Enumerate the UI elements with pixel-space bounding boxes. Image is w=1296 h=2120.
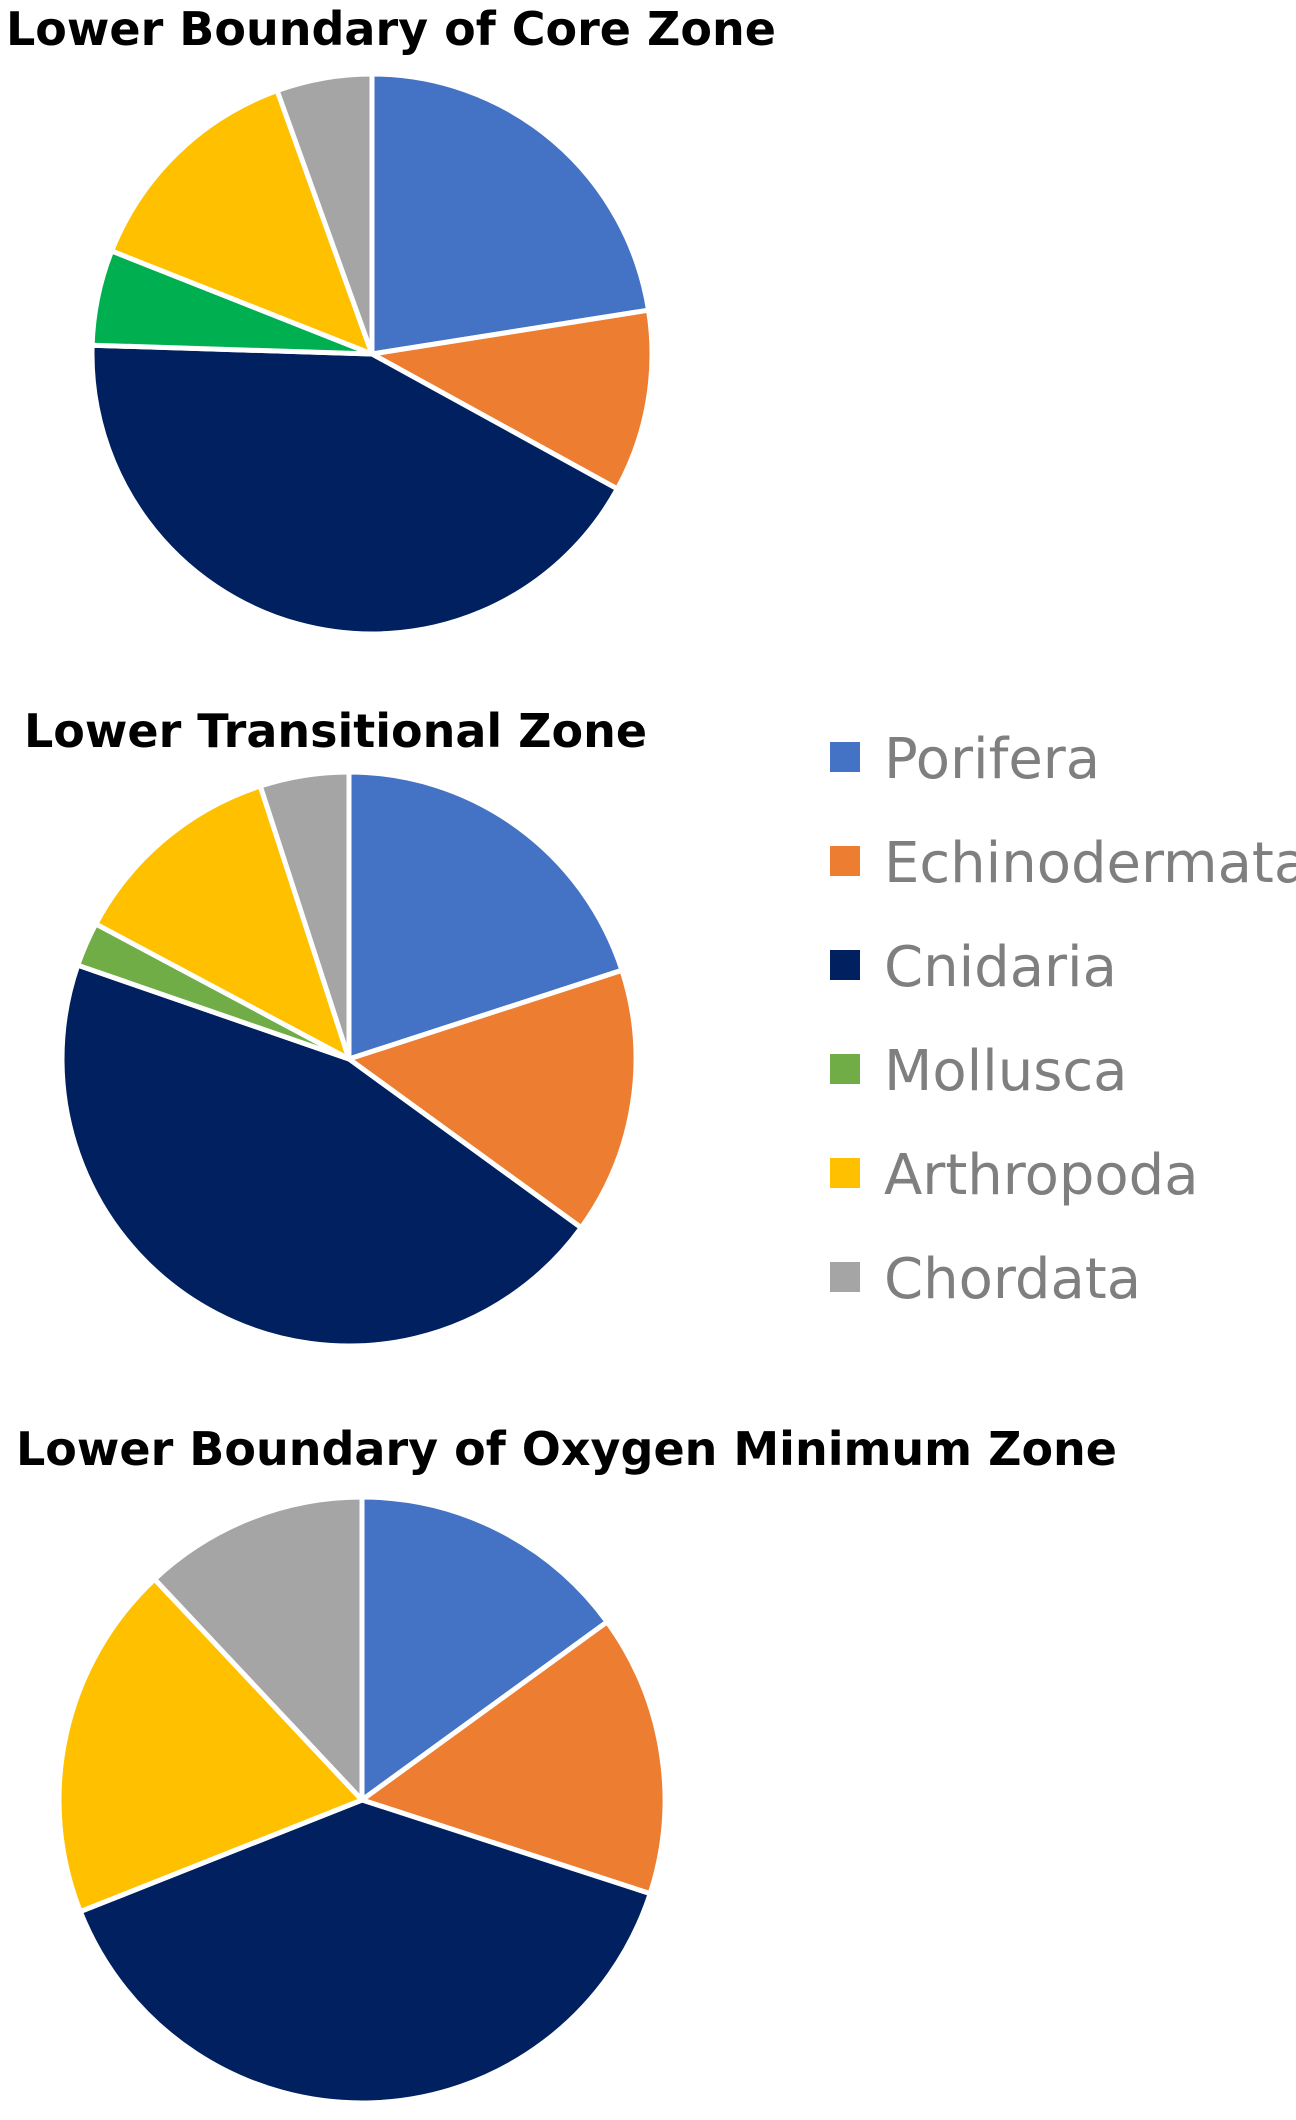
pie-slice-cnidaria [77,1797,653,2106]
pie-chart-core-zone: Lower Boundary of Core Zone [6,2,776,637]
pie-slice-cnidaria [89,342,620,637]
pie-slice-porifera [359,1494,610,1803]
pie-slice-porifera [369,71,652,357]
legend-label-echinodermata: Echinodermata [884,831,1296,896]
pie-slice-echinodermata [369,307,655,492]
pie-slice-echinodermata [359,1619,668,1897]
legend-label-porifera: Porifera [884,727,1100,792]
pie-slice-porifera [346,769,625,1062]
chart-title-transitional-zone: Lower Transitional Zone [24,704,647,758]
pie-slice-cnidaria [59,962,584,1349]
pie-slice-chordata [257,769,352,1062]
legend-swatch-porifera [830,742,860,772]
legend-swatch-arthropoda [830,1158,860,1188]
chart-title-core-zone: Lower Boundary of Core Zone [6,2,776,56]
pie-chart-transitional-zone: Lower Transitional Zone [24,704,647,1349]
pie-slice-arthropoda [93,783,352,1062]
pie-slice-echinodermata [346,967,639,1231]
legend-swatch-echinodermata [830,846,860,876]
pie-slice-chordata [274,71,375,357]
legend-label-chordata: Chordata [884,1247,1141,1312]
legend-label-arthropoda: Arthropoda [884,1143,1199,1208]
legend-swatch-cnidaria [830,950,860,980]
legend-label-cnidaria: Cnidaria [884,935,1117,1000]
pie-slices-core-zone [89,71,655,637]
pie-chart-oxygen-minimum-zone: Lower Boundary of Oxygen Minimum Zone [16,1422,1117,2106]
pie-slice-chordata [152,1494,365,1803]
legend-label-mollusca: Mollusca [884,1039,1127,1104]
pie-slices-transitional-zone [59,769,639,1349]
pie-slice-arthropoda [56,1576,365,1915]
legend-swatch-chordata [830,1262,860,1292]
chart-title-oxygen-minimum-zone: Lower Boundary of Oxygen Minimum Zone [16,1422,1117,1476]
legend: Porifera Echinodermata Cnidaria Mollusca… [830,727,1296,1312]
pie-slice-arthropoda [109,88,375,357]
legend-swatch-mollusca [830,1054,860,1084]
pie-slices-oxygen-minimum-zone [56,1494,668,2106]
